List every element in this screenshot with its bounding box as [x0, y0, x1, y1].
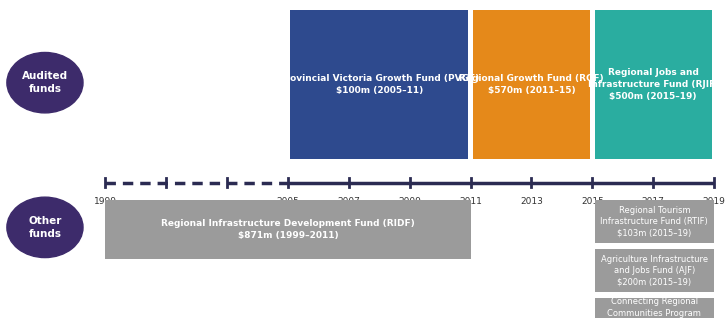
Text: 1999: 1999	[94, 197, 117, 206]
Ellipse shape	[7, 197, 83, 258]
Text: Provincial Victoria Growth Fund (PVGF)
$100m (2005–11): Provincial Victoria Growth Fund (PVGF) $…	[279, 74, 479, 95]
Text: 2005: 2005	[276, 197, 299, 206]
Text: Regional Tourism
Infrastructure Fund (RTIF)
$103m (2015–19): Regional Tourism Infrastructure Fund (RT…	[600, 206, 708, 238]
Text: 2019: 2019	[703, 197, 725, 206]
Text: Regional Growth Fund (RGF)
$570m (2011–15): Regional Growth Fund (RGF) $570m (2011–1…	[459, 74, 604, 95]
Text: 2017: 2017	[642, 197, 665, 206]
FancyBboxPatch shape	[105, 200, 471, 259]
Text: Other
funds: Other funds	[28, 216, 62, 238]
Text: Connecting Regional
Communities Program
(CRCP)
$45m (in 2017–18 Budget): Connecting Regional Communities Program …	[598, 297, 710, 318]
Text: Regional Jobs and
Infrastructure Fund (RJIF)
$500m (2015–19): Regional Jobs and Infrastructure Fund (R…	[587, 68, 719, 100]
Text: 2011: 2011	[459, 197, 482, 206]
FancyBboxPatch shape	[473, 10, 590, 159]
Text: 2007: 2007	[337, 197, 360, 206]
Text: 2015: 2015	[581, 197, 604, 206]
FancyBboxPatch shape	[290, 10, 468, 159]
Text: 2013: 2013	[520, 197, 543, 206]
Text: Agriculture Infrastructure
and Jobs Fund (AJF)
$200m (2015–19): Agriculture Infrastructure and Jobs Fund…	[601, 254, 708, 287]
Ellipse shape	[7, 52, 83, 113]
FancyBboxPatch shape	[594, 298, 714, 318]
FancyBboxPatch shape	[594, 249, 714, 292]
Text: Audited
funds: Audited funds	[22, 72, 68, 94]
Text: 2009: 2009	[398, 197, 421, 206]
FancyBboxPatch shape	[594, 200, 714, 243]
Text: Regional Infrastructure Development Fund (RIDF)
$871m (1999–2011): Regional Infrastructure Development Fund…	[161, 219, 415, 240]
FancyBboxPatch shape	[594, 10, 712, 159]
